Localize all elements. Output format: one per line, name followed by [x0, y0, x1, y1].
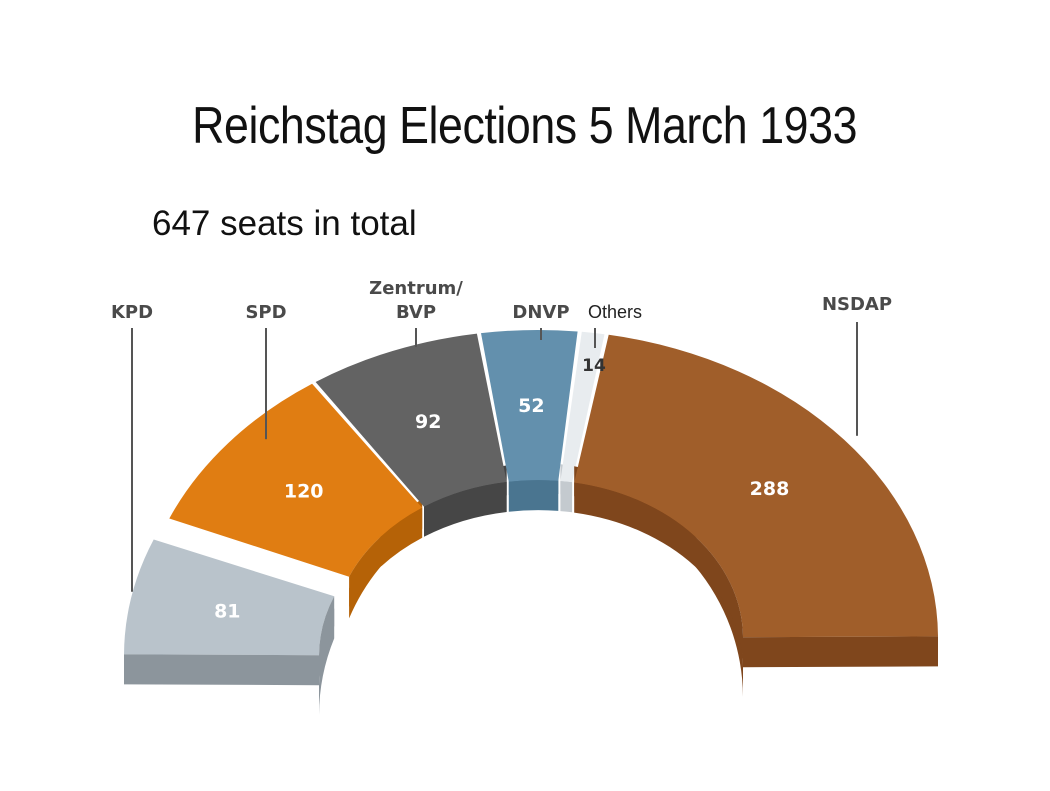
segment-spd: 120: [169, 383, 423, 619]
value-label-kpd: 81: [214, 601, 240, 623]
segment-top-others: [560, 331, 605, 483]
segment-top-spd: [169, 383, 423, 577]
leader-lines: [131, 322, 858, 592]
segment-band-nsdap: [574, 482, 743, 668]
party-label-nsdap: NSDAP: [822, 294, 892, 315]
segment-nsdap: 288: [574, 334, 938, 697]
value-label-dnvp: 52: [518, 395, 544, 417]
party-label-dnvp: DNVP: [512, 302, 569, 323]
party-label-spd: SPD: [245, 302, 286, 323]
segment-band-zentrum-bvp: [424, 482, 507, 537]
segment-wall-kpd: [319, 608, 335, 715]
segment-cap-nsdap: [743, 636, 938, 668]
segment-band-kpd: [319, 596, 335, 686]
seat-segments: 81 120 92 52 288: [124, 329, 938, 715]
segment-kpd: 81: [124, 539, 335, 715]
segment-dnvp: 52: [481, 329, 578, 512]
segment-top-dnvp: [481, 329, 578, 482]
value-label-zentrum-bvp: 92: [415, 411, 441, 433]
segment-top-zentrum-bvp: [315, 333, 507, 507]
segment-top-kpd: [124, 539, 335, 656]
party-label-others: Others: [588, 302, 642, 322]
value-label-nsdap: 288: [750, 478, 790, 500]
segment-band-spd: [349, 507, 423, 607]
party-label-kpd: KPD: [111, 302, 153, 323]
party-label-zentrum-bvp: Zentrum/BVP: [369, 278, 463, 323]
segment-top-nsdap: [574, 334, 938, 638]
value-label-others: 14: [582, 356, 606, 376]
chart-subtitle: 647 seats in total: [152, 204, 417, 243]
value-label-spd: 120: [284, 481, 324, 503]
party-labels: KPD SPD Zentrum/BVP DNVP 14 Others NSDAP: [111, 278, 892, 376]
segment-others: [560, 331, 605, 513]
chart-title: Reichstag Elections 5 March 1933: [192, 97, 858, 155]
segment-zentrum-bvp: 92: [315, 333, 507, 537]
segment-band-others: [560, 481, 573, 513]
segment-cap-kpd: [124, 654, 319, 686]
segment-band-dnvp: [508, 480, 559, 512]
